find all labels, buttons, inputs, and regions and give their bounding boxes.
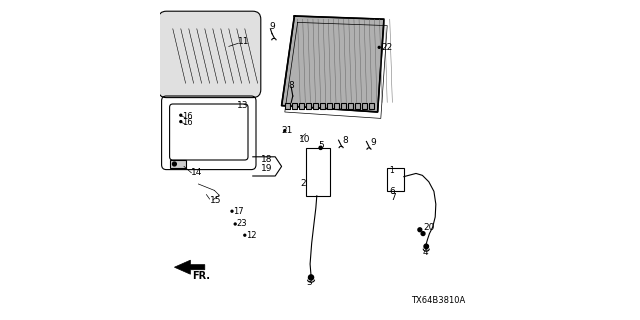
- Text: 21: 21: [281, 126, 292, 135]
- Text: 16: 16: [182, 118, 193, 127]
- Bar: [299, 103, 304, 109]
- Polygon shape: [174, 260, 205, 274]
- Bar: [334, 103, 339, 109]
- Text: 10: 10: [300, 135, 310, 144]
- Bar: [285, 103, 290, 109]
- Bar: [341, 103, 346, 109]
- Text: 5: 5: [319, 141, 324, 150]
- Text: 18: 18: [261, 155, 272, 164]
- Text: 2: 2: [300, 180, 306, 188]
- Text: FR.: FR.: [192, 271, 210, 281]
- Circle shape: [173, 162, 177, 166]
- Circle shape: [180, 121, 182, 123]
- Text: 9: 9: [371, 138, 376, 147]
- Text: 20: 20: [424, 223, 435, 232]
- Circle shape: [418, 228, 422, 232]
- Bar: [170, 160, 186, 168]
- Bar: [313, 103, 318, 109]
- Text: 1: 1: [389, 166, 394, 175]
- FancyBboxPatch shape: [159, 11, 261, 98]
- Text: 14: 14: [191, 168, 203, 177]
- Circle shape: [319, 146, 323, 149]
- Circle shape: [231, 210, 233, 212]
- Bar: [306, 148, 330, 196]
- Circle shape: [284, 130, 285, 132]
- Circle shape: [424, 244, 429, 249]
- Bar: [355, 103, 360, 109]
- Bar: [292, 103, 297, 109]
- Text: 11: 11: [239, 37, 250, 46]
- Text: TX64B3810A: TX64B3810A: [412, 296, 465, 305]
- Bar: [362, 103, 367, 109]
- Text: 22: 22: [381, 43, 393, 52]
- Circle shape: [180, 114, 182, 116]
- Polygon shape: [282, 16, 384, 112]
- Bar: [306, 103, 311, 109]
- Text: 12: 12: [246, 231, 256, 240]
- Text: 23: 23: [236, 220, 247, 228]
- Bar: [387, 168, 404, 191]
- Bar: [348, 103, 353, 109]
- Text: 13: 13: [237, 101, 248, 110]
- Bar: [320, 103, 325, 109]
- Circle shape: [234, 223, 236, 225]
- Text: 3: 3: [306, 278, 312, 287]
- Text: 9: 9: [270, 22, 275, 31]
- Text: 17: 17: [233, 207, 244, 216]
- Text: 19: 19: [261, 164, 272, 172]
- Text: 6: 6: [390, 187, 396, 196]
- Circle shape: [308, 275, 314, 280]
- Text: 8: 8: [342, 136, 348, 145]
- Text: 15: 15: [210, 196, 221, 204]
- Circle shape: [378, 46, 380, 48]
- Bar: [369, 103, 374, 109]
- Text: 7: 7: [390, 193, 396, 202]
- Text: 4: 4: [422, 248, 428, 257]
- Circle shape: [421, 232, 425, 236]
- Text: 16: 16: [182, 112, 193, 121]
- Text: 8: 8: [288, 81, 294, 90]
- Bar: [327, 103, 332, 109]
- Circle shape: [244, 234, 246, 236]
